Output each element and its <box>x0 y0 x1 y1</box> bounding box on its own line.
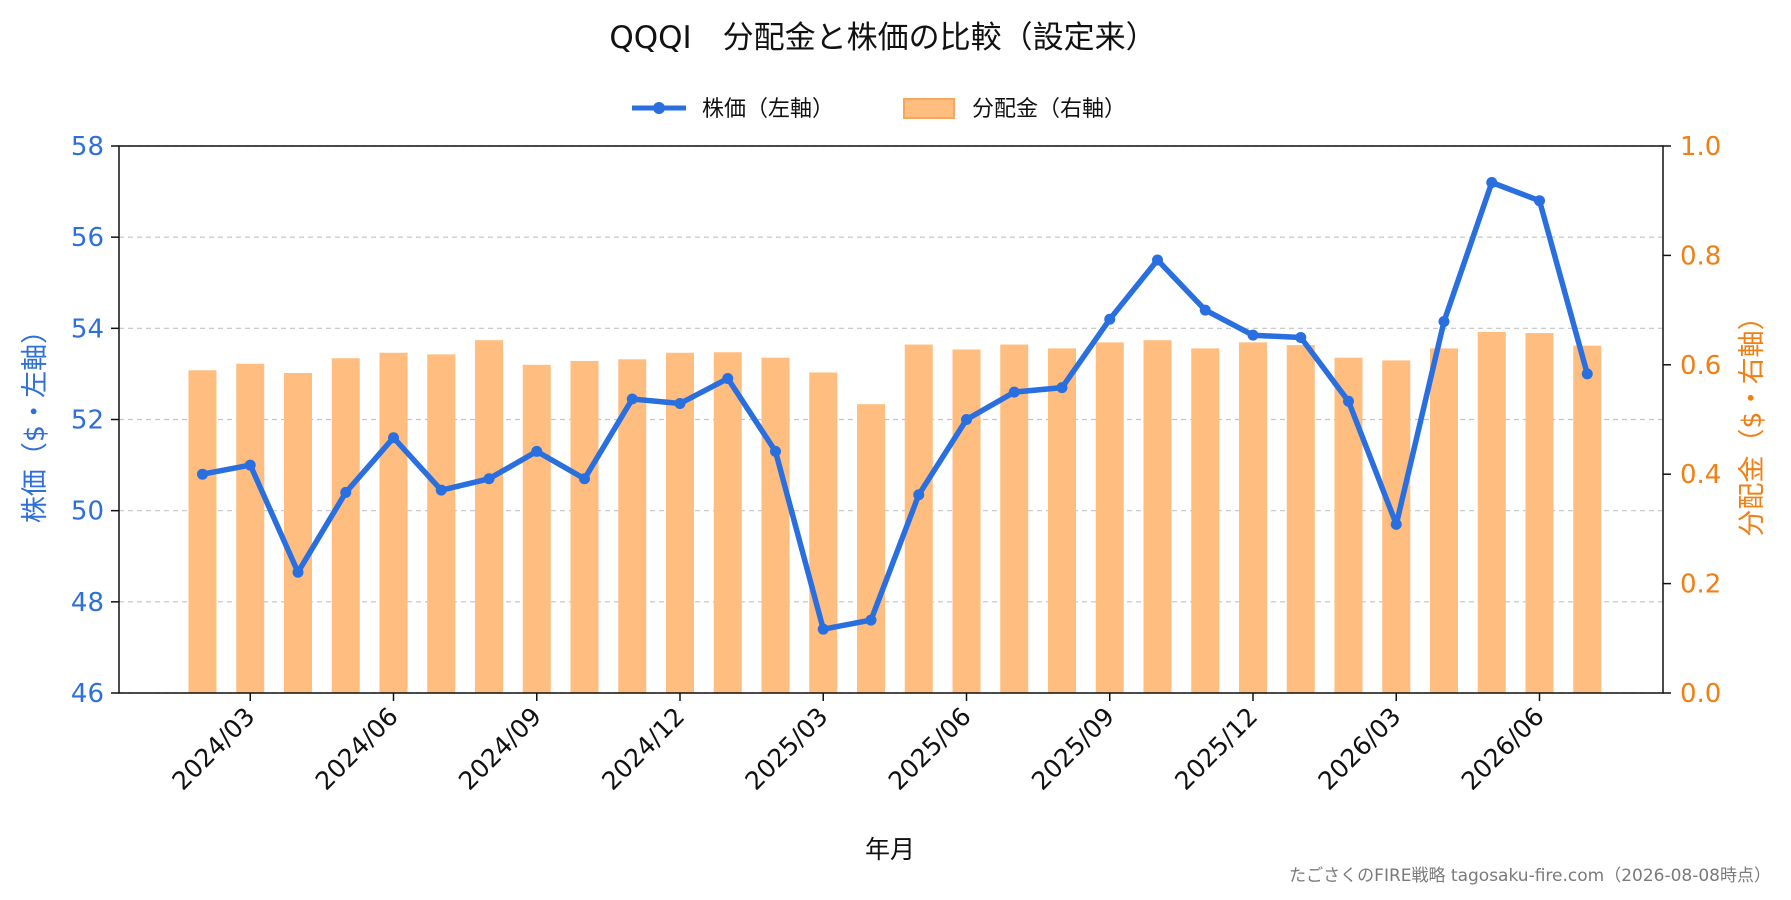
x-tick-label: 2024/06 <box>310 702 404 796</box>
price-point <box>388 432 399 444</box>
price-point <box>1104 313 1116 325</box>
price-point <box>1008 386 1020 398</box>
price-point <box>913 489 925 501</box>
dividend-bar <box>857 404 885 693</box>
left-tick-label: 46 <box>71 679 104 709</box>
chart-title: QQQI 分配金と株価の比較（設定来） <box>609 20 1156 56</box>
price-point <box>865 614 877 626</box>
price-series-line <box>199 179 1591 632</box>
x-axis-ticks: 2024/03 2024/06 2024/09 2024/12 2025/03 2025/… <box>167 693 1550 796</box>
dividend-bar <box>1525 333 1554 693</box>
price-point <box>1199 304 1211 316</box>
price-point <box>770 445 781 457</box>
dividend-bar <box>1191 348 1220 693</box>
dividend-bar <box>1430 348 1458 693</box>
dividend-bar <box>236 363 265 693</box>
price-point <box>1056 382 1068 394</box>
left-tick-label: 48 <box>71 588 104 618</box>
right-tick-label: 0.4 <box>1680 460 1721 490</box>
dividend-bar <box>1143 340 1172 693</box>
price-point <box>1343 395 1354 407</box>
x-tick-label: 2025/03 <box>740 702 834 796</box>
dividend-bar <box>1573 345 1602 693</box>
right-tick-label: 0.6 <box>1680 351 1721 381</box>
legend-label-dividend: 分配金（右軸） <box>972 97 1126 122</box>
price-point <box>340 486 352 498</box>
dividend-bar <box>1334 357 1363 693</box>
price-line <box>197 176 1593 635</box>
price-point <box>292 566 304 578</box>
x-tick-label: 2025/09 <box>1026 702 1120 796</box>
x-tick-label: 2025/12 <box>1169 702 1263 796</box>
left-axis-label: 株価（$・左軸） <box>20 317 51 523</box>
price-point <box>244 459 256 471</box>
dividend-bar <box>379 352 408 693</box>
price-point <box>1581 368 1593 380</box>
price-point <box>579 473 590 485</box>
dividend-bar <box>570 360 599 693</box>
right-axis-label: 分配金（$・右軸） <box>1737 303 1768 536</box>
dividend-bar <box>1239 342 1267 693</box>
price-point <box>722 372 734 384</box>
right-tick-label: 0.8 <box>1680 241 1721 271</box>
x-tick-label: 2026/03 <box>1313 702 1407 796</box>
dividend-bar <box>1000 344 1029 693</box>
dividend-bar <box>952 349 981 693</box>
dividend-bar <box>522 364 551 693</box>
right-tick-label: 0.0 <box>1680 679 1721 709</box>
legend-marker-price <box>653 102 665 114</box>
left-tick-label: 54 <box>71 314 104 344</box>
dividend-bar <box>618 359 647 693</box>
legend-label-price: 株価（左軸） <box>702 97 834 122</box>
price-point <box>961 414 972 425</box>
dividend-bar <box>188 370 217 693</box>
x-axis-label: 年月 <box>865 835 915 864</box>
price-point <box>1438 315 1450 327</box>
left-tick-label: 50 <box>71 497 104 527</box>
dividend-bar <box>761 357 790 693</box>
dividend-bar <box>427 354 456 693</box>
right-tick-label: 0.2 <box>1680 570 1721 600</box>
price-point <box>1295 331 1307 343</box>
price-point <box>626 393 638 405</box>
dividend-bar <box>809 372 838 693</box>
price-point <box>197 468 208 480</box>
dividend-bar <box>713 352 742 693</box>
price-point <box>531 445 543 457</box>
dividend-bar <box>1477 331 1506 693</box>
credit-text: たごさくのFIRE戦略 tagosaku-fire.com（2026-08-08… <box>1289 866 1771 886</box>
dividend-bar <box>331 358 360 693</box>
price-point <box>817 623 829 635</box>
left-tick-label: 52 <box>71 406 104 436</box>
price-point <box>1152 254 1163 266</box>
dividend-bar <box>284 373 312 693</box>
x-tick-label: 2024/03 <box>167 702 261 796</box>
price-point <box>1247 329 1259 341</box>
price-point <box>435 484 447 496</box>
price-point <box>483 473 495 485</box>
price-point <box>674 398 686 410</box>
right-tick-label: 1.0 <box>1680 132 1721 162</box>
left-tick-label: 58 <box>71 132 104 162</box>
legend-swatch-dividend <box>903 98 955 119</box>
price-point <box>1390 518 1402 530</box>
left-axis-ticks: 46 48 50 52 54 56 58 <box>71 132 119 709</box>
price-point <box>1534 195 1545 207</box>
right-axis-ticks: 0.0 0.2 0.4 0.6 0.8 1.0 <box>1663 132 1721 709</box>
dividend-bar <box>666 352 694 693</box>
dividend-bar <box>475 340 503 693</box>
price-point <box>1486 176 1498 188</box>
x-tick-label: 2024/09 <box>453 702 547 796</box>
x-tick-label: 2025/06 <box>883 702 977 796</box>
x-tick-label: 2026/06 <box>1456 702 1550 796</box>
x-tick-label: 2024/12 <box>596 702 690 796</box>
legend: 株価（左軸） 分配金（右軸） <box>632 97 1126 122</box>
dividend-bar <box>1095 342 1124 693</box>
dividend-bar <box>1286 345 1315 693</box>
left-tick-label: 56 <box>71 223 104 253</box>
dividend-bars <box>188 331 1602 693</box>
dividend-bar <box>1048 348 1076 693</box>
